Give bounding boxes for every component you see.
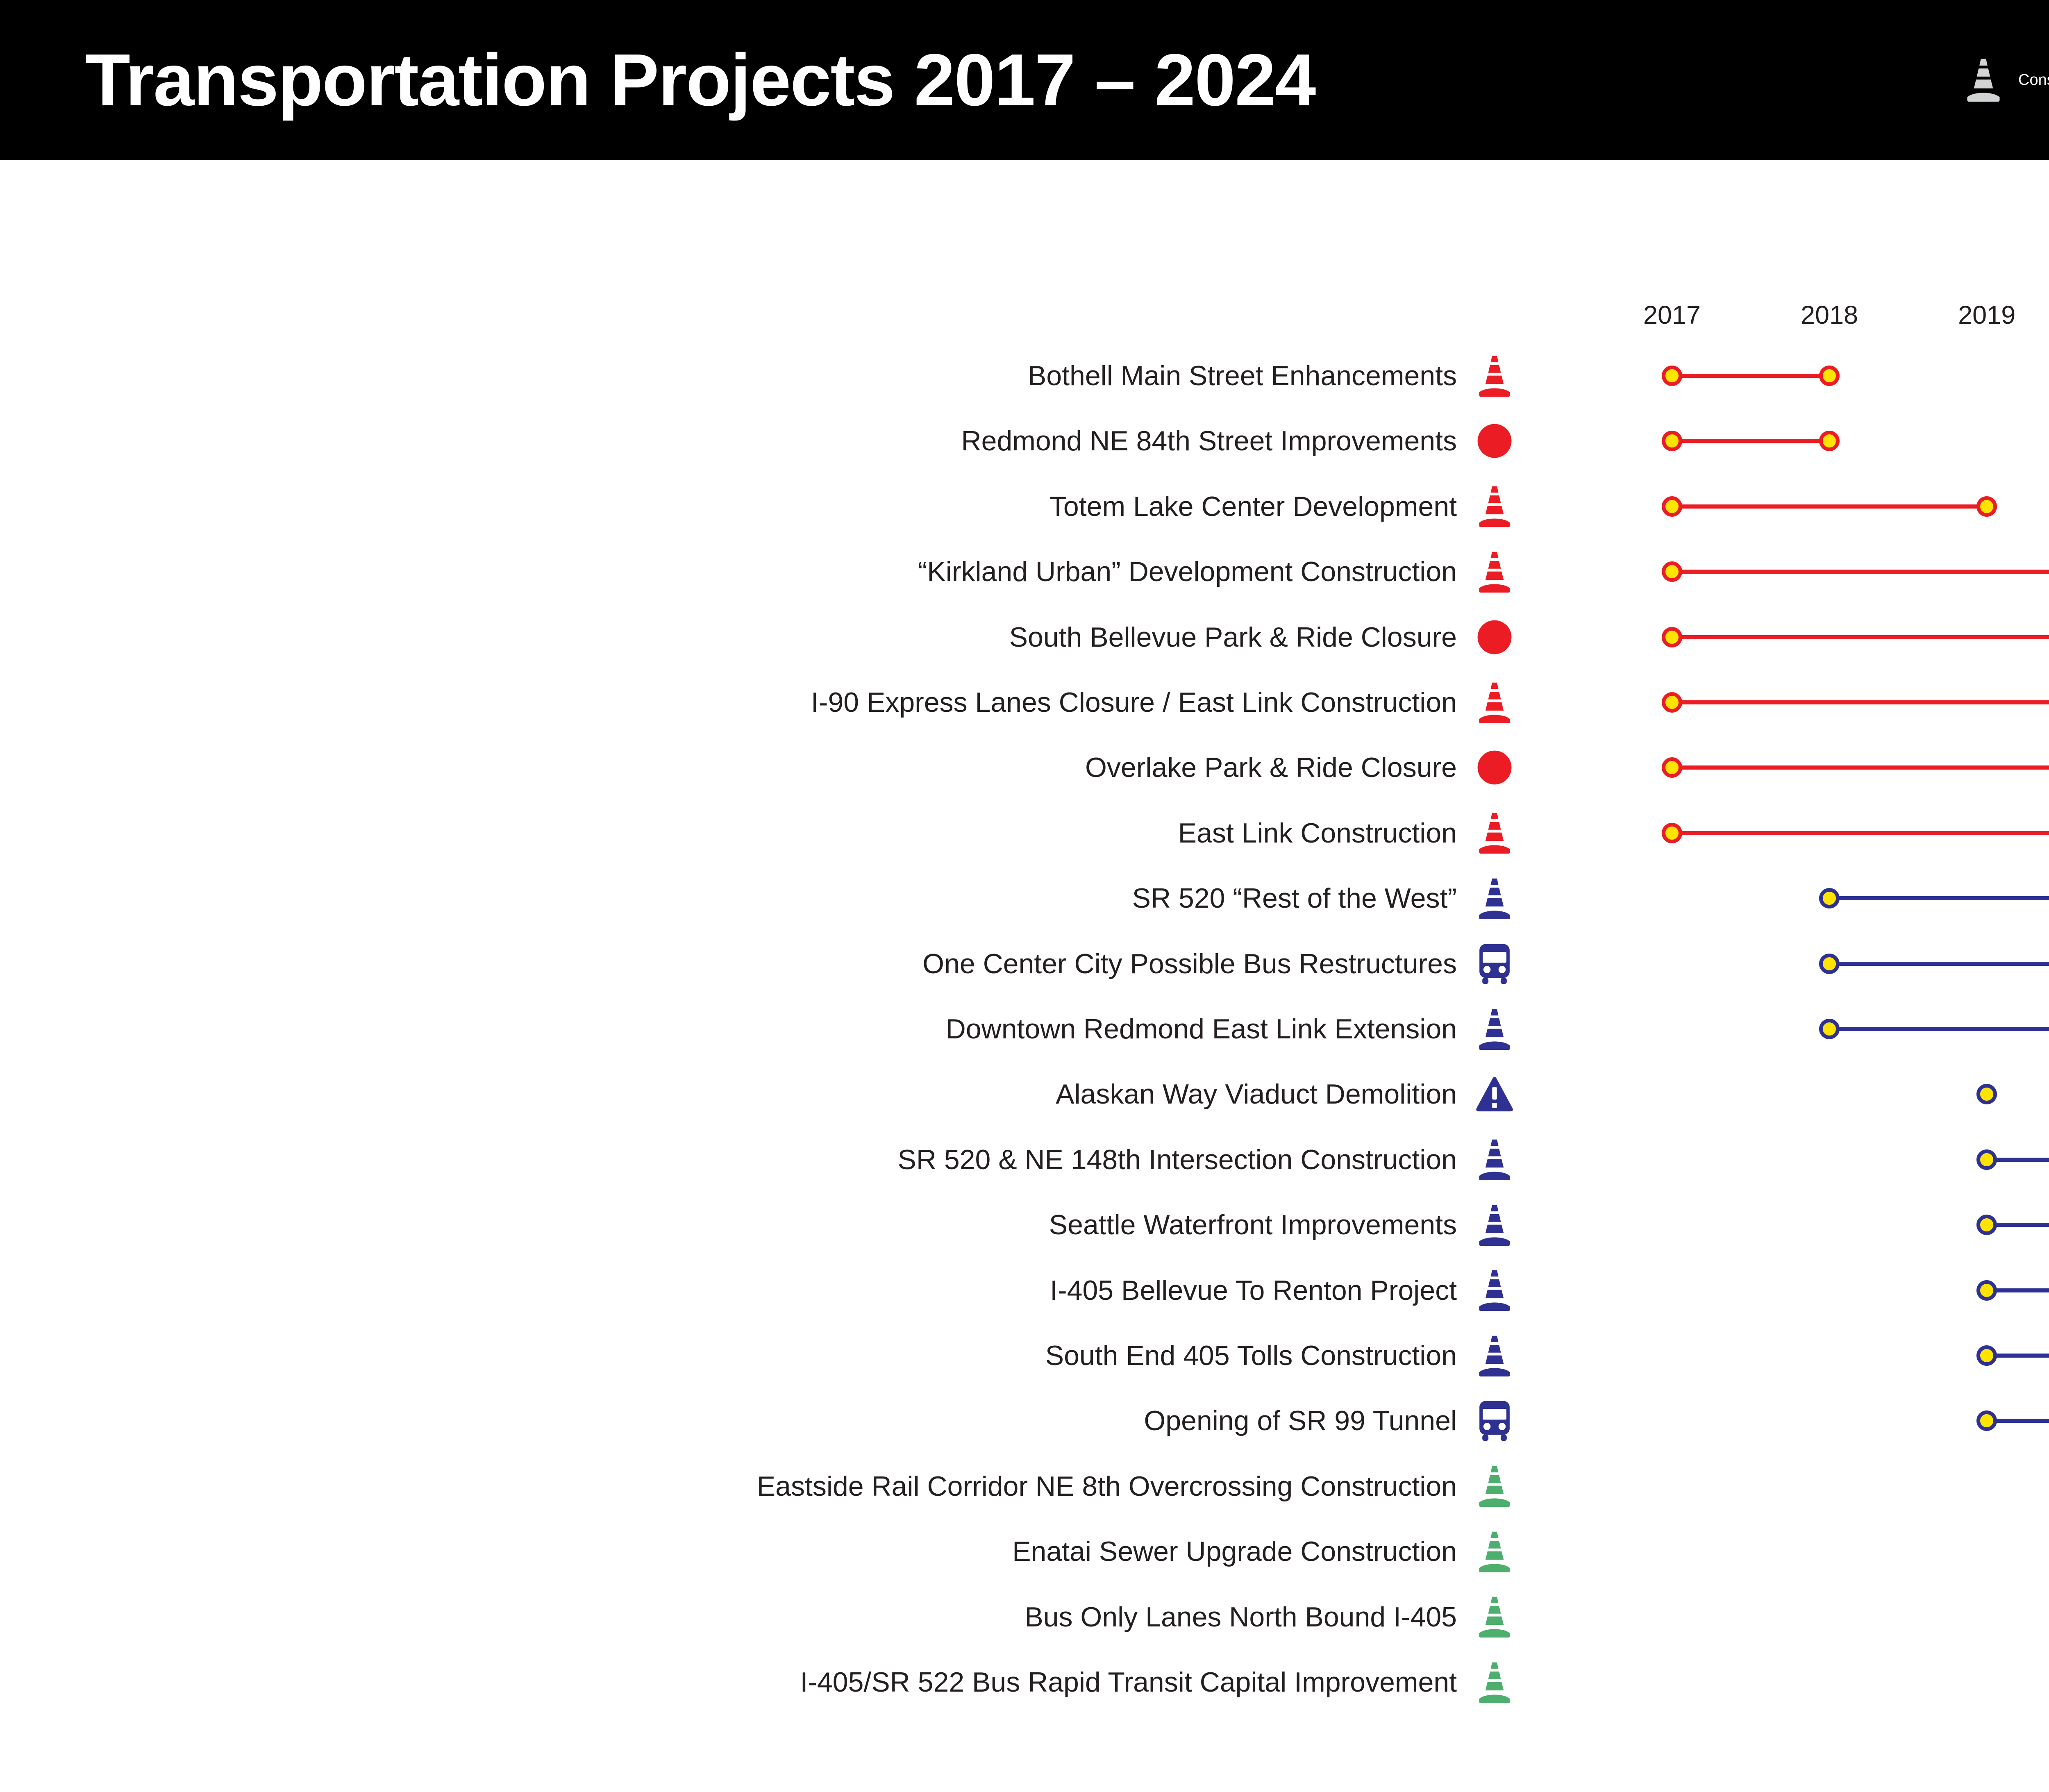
timeline-line	[1672, 635, 2049, 639]
project-label: I-405 Bellevue To Renton Project	[1050, 1274, 1457, 1306]
cone-icon	[1472, 481, 1517, 532]
timeline-dot-start	[1976, 1280, 1997, 1301]
timeline-dot-start	[1662, 627, 1682, 647]
year-tick-label: 2019	[1958, 301, 2016, 329]
year-tick-label: 2017	[1643, 301, 1701, 329]
cone-icon	[1965, 58, 2002, 102]
project-label: Bothell Main Street Enhancements	[1027, 360, 1457, 391]
legend-label: Construction	[2018, 71, 2049, 89]
project-label: SR 520 “Rest of the West”	[1132, 883, 1457, 914]
cone-icon	[1472, 1004, 1517, 1054]
circle-icon	[1472, 742, 1517, 793]
timeline-line	[1672, 439, 1830, 443]
bus-icon	[1472, 1395, 1517, 1446]
timeline-line	[1829, 1027, 2049, 1031]
timeline-dot-end	[1819, 366, 1840, 386]
timeline-dot-start	[1976, 1345, 1997, 1366]
project-label: South Bellevue Park & Ride Closure	[1009, 621, 1457, 653]
timeline-line	[1672, 831, 2049, 835]
project-label: Overlake Park & Ride Closure	[1085, 752, 1457, 784]
timeline-dot-start	[1662, 561, 1682, 582]
cone-icon	[1472, 1265, 1517, 1316]
cone-icon	[1472, 1657, 1517, 1708]
timeline-dot-start	[1662, 431, 1682, 452]
cone-icon	[1472, 873, 1517, 924]
cone-icon	[1472, 1461, 1517, 1512]
cone-icon	[1472, 1199, 1517, 1250]
timeline-line	[1672, 765, 2049, 770]
project-label: I-405/SR 522 Bus Rapid Transit Capital I…	[800, 1667, 1457, 1698]
cone-icon	[1472, 1592, 1517, 1642]
page-title: Transportation Projects 2017 – 2024	[85, 39, 1316, 121]
timeline-line	[1987, 1354, 2049, 1358]
timeline-line	[1672, 504, 1987, 509]
timeline-line	[1829, 961, 2049, 966]
cone-icon	[1472, 350, 1517, 401]
timeline-line	[1672, 700, 2049, 704]
project-label: One Center City Possible Bus Restructure…	[922, 948, 1457, 979]
timeline-dot-start	[1976, 1410, 1997, 1431]
timeline-line	[1672, 374, 1830, 378]
cone-icon	[1472, 677, 1517, 728]
timeline-dot-start	[1819, 888, 1840, 909]
timeline-line	[1987, 1157, 2049, 1162]
project-label: SR 520 & NE 148th Intersection Construct…	[897, 1144, 1457, 1175]
timeline-dot-start	[1819, 1019, 1840, 1039]
circle-icon	[1472, 612, 1517, 663]
timeline-dot-event	[1976, 1084, 1997, 1105]
project-label: East Link Construction	[1178, 817, 1457, 849]
timeline-line	[1672, 570, 2049, 574]
timeline-dot-start	[1819, 953, 1840, 974]
project-label: Redmond NE 84th Street Improvements	[961, 425, 1457, 457]
project-label: Alaskan Way Viaduct Demolition	[1056, 1079, 1457, 1110]
timeline-line	[1829, 896, 2049, 901]
legend-item-construction: Construction	[1965, 0, 2049, 160]
timeline-dot-start	[1662, 692, 1682, 713]
project-label: “Kirkland Urban” Development Constructio…	[918, 556, 1457, 588]
project-label: I-90 Express Lanes Closure / East Link C…	[811, 687, 1457, 718]
timeline-line	[1987, 1419, 2049, 1423]
bus-icon	[1472, 938, 1517, 989]
timeline-line	[1987, 1288, 2049, 1292]
project-label: Totem Lake Center Development	[1049, 491, 1457, 522]
cone-icon	[1472, 546, 1517, 597]
timeline-dot-start	[1976, 1215, 1997, 1236]
timeline-dot-start	[1662, 496, 1682, 517]
timeline-dot-start	[1662, 822, 1682, 843]
project-label: Bus Only Lanes North Bound I-405	[1024, 1601, 1457, 1633]
project-label: South End 405 Tolls Construction	[1045, 1340, 1457, 1371]
timeline-dot-end	[1976, 496, 1997, 517]
project-label: Eastside Rail Corridor NE 8th Overcrossi…	[756, 1470, 1457, 1502]
year-tick-label: 2018	[1801, 301, 1858, 329]
circle-icon	[1472, 416, 1517, 466]
cone-icon	[1472, 1330, 1517, 1381]
project-label: Downtown Redmond East Link Extension	[945, 1013, 1457, 1045]
timeline-dot-start	[1662, 757, 1682, 778]
project-label: Seattle Waterfront Improvements	[1049, 1209, 1457, 1241]
project-label: Opening of SR 99 Tunnel	[1144, 1405, 1457, 1437]
timeline-line	[1987, 1223, 2049, 1227]
timeline-dot-start	[1976, 1149, 1997, 1170]
triangle-icon	[1472, 1069, 1517, 1120]
timeline-dot-start	[1662, 366, 1682, 386]
timeline-dot-end	[1819, 431, 1840, 452]
cone-icon	[1472, 1526, 1517, 1577]
cone-icon	[1472, 1134, 1517, 1185]
cone-icon	[1472, 808, 1517, 859]
header-bar: Transportation Projects 2017 – 2024 Cons…	[0, 0, 2049, 160]
project-label: Enatai Sewer Upgrade Construction	[1012, 1536, 1457, 1567]
